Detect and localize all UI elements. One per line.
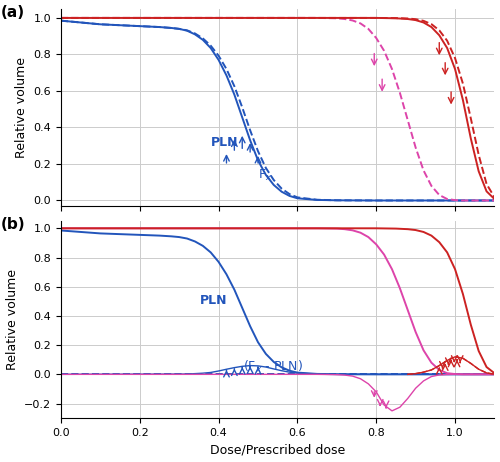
Text: (a): (a) [0,5,24,20]
Text: PLN: PLN [200,294,227,307]
Y-axis label: Relative volume: Relative volume [15,57,28,158]
Y-axis label: Relative volume: Relative volume [6,269,18,370]
Text: (b): (b) [0,217,25,232]
X-axis label: Dose/Prescribed dose: Dose/Prescribed dose [210,444,346,456]
Text: F$_x$: F$_x$ [258,168,272,182]
Text: PLN: PLN [210,136,238,149]
Text: (F$_x$ - PLN): (F$_x$ - PLN) [243,359,303,375]
